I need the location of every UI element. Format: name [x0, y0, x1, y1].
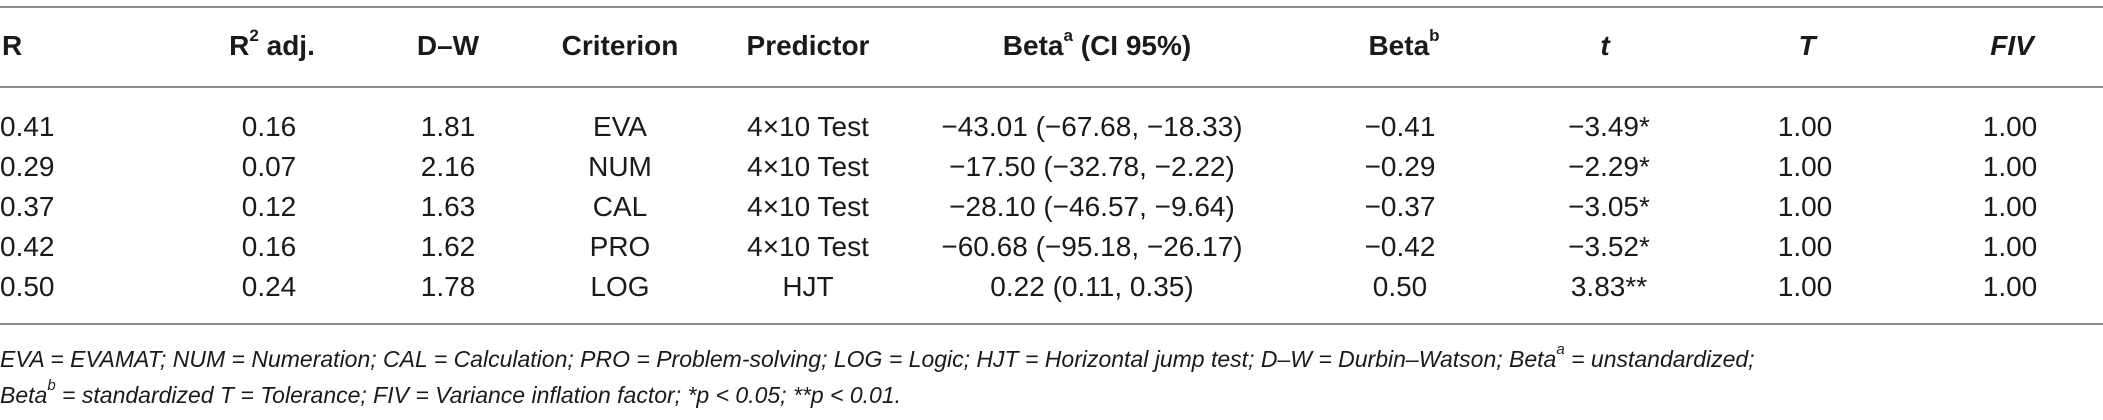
- cell-r: 0.37: [0, 191, 55, 222]
- header-r2-main: R: [229, 30, 250, 61]
- cell-beta-a: −43.01 (−67.68, −18.33): [941, 111, 1243, 142]
- cell-criterion: CAL: [592, 191, 648, 222]
- table-header-rule: [0, 86, 2103, 88]
- cell-t: 3.83**: [1570, 271, 1648, 302]
- cell-r: 0.42: [0, 231, 55, 262]
- cell-fiv: 1.00: [1982, 271, 2038, 302]
- cell-fiv: 1.00: [1982, 111, 2038, 142]
- header-beta-a-rest: (CI 95%): [1072, 30, 1192, 61]
- cell-beta-b: −0.41: [1364, 111, 1436, 142]
- table-bottom-rule: [0, 323, 2103, 325]
- cell-criterion: PRO: [589, 231, 651, 262]
- header-r2-adj: R2 adj.: [229, 26, 315, 66]
- cell-predictor: 4×10 Test: [747, 231, 869, 262]
- header-beta-b-sup: b: [1429, 26, 1440, 45]
- footnote-abbreviations: EVA = EVAMAT; NUM = Numeration; CAL = Ca…: [0, 346, 1557, 372]
- header-dw: D–W: [416, 30, 480, 61]
- header-fiv: FIV: [1990, 30, 2034, 61]
- cell-tolerance: 1.00: [1777, 151, 1833, 182]
- header-criterion: Criterion: [561, 30, 679, 61]
- cell-r: 0.29: [0, 151, 55, 182]
- header-r: R: [2, 30, 23, 61]
- cell-beta-a: −60.68 (−95.18, −26.17): [941, 231, 1243, 262]
- cell-fiv: 1.00: [1982, 151, 2038, 182]
- cell-tolerance: 1.00: [1777, 111, 1833, 142]
- cell-dw: 1.62: [420, 231, 476, 262]
- cell-beta-a: −17.50 (−32.78, −2.22): [949, 151, 1235, 182]
- cell-t: −3.52*: [1568, 231, 1650, 262]
- cell-fiv: 1.00: [1982, 231, 2038, 262]
- table-top-rule: [0, 6, 2103, 8]
- cell-criterion: NUM: [588, 151, 652, 182]
- footnote-beta: Beta: [0, 382, 48, 408]
- cell-beta-b: −0.37: [1364, 191, 1436, 222]
- cell-predictor: 4×10 Test: [747, 191, 869, 222]
- cell-dw: 1.63: [420, 191, 476, 222]
- cell-r2: 0.16: [241, 231, 297, 262]
- cell-predictor: 4×10 Test: [747, 111, 869, 142]
- table-footnote-line-2: Betab = standardized T = Tolerance; FIV …: [0, 377, 901, 413]
- cell-r2: 0.24: [241, 271, 297, 302]
- cell-predictor: 4×10 Test: [747, 151, 869, 182]
- cell-dw: 2.16: [420, 151, 476, 182]
- header-beta-b: Betab: [1368, 26, 1439, 66]
- cell-dw: 1.78: [420, 271, 476, 302]
- cell-criterion: LOG: [590, 271, 650, 302]
- header-beta-a: Betaa (CI 95%): [1003, 26, 1191, 66]
- table-footnote-line-1: EVA = EVAMAT; NUM = Numeration; CAL = Ca…: [0, 341, 1755, 377]
- cell-t: −2.29*: [1568, 151, 1650, 182]
- footnote-sup-b: b: [47, 377, 56, 394]
- cell-r2: 0.12: [241, 191, 297, 222]
- cell-t: −3.49*: [1568, 111, 1650, 142]
- header-beta-a-sup: a: [1063, 26, 1073, 45]
- cell-r: 0.50: [0, 271, 55, 302]
- cell-criterion: EVA: [593, 111, 647, 142]
- cell-dw: 1.81: [420, 111, 476, 142]
- footnote-standardized: = standardized T = Tolerance; FIV = Vari…: [55, 382, 902, 408]
- cell-beta-a: −28.10 (−46.57, −9.64): [949, 191, 1235, 222]
- cell-r2: 0.07: [241, 151, 297, 182]
- footnote-sup-a: a: [1556, 341, 1565, 358]
- cell-beta-b: 0.50: [1372, 271, 1428, 302]
- cell-predictor: HJT: [782, 271, 834, 302]
- cell-tolerance: 1.00: [1777, 271, 1833, 302]
- header-t-statistic: t: [1600, 30, 1610, 61]
- cell-tolerance: 1.00: [1777, 231, 1833, 262]
- cell-beta-a: 0.22 (0.11, 0.35): [990, 271, 1194, 302]
- cell-beta-b: −0.29: [1364, 151, 1436, 182]
- cell-tolerance: 1.00: [1777, 191, 1833, 222]
- header-r2-sup: 2: [249, 26, 259, 45]
- cell-fiv: 1.00: [1982, 191, 2038, 222]
- header-beta-a-main: Beta: [1002, 30, 1064, 61]
- footnote-unstandardized: = unstandardized;: [1564, 346, 1755, 372]
- header-r2-rest: adj.: [258, 30, 315, 61]
- cell-r: 0.41: [0, 111, 55, 142]
- header-predictor: Predictor: [746, 30, 870, 61]
- header-beta-b-main: Beta: [1368, 30, 1430, 61]
- cell-beta-b: −0.42: [1364, 231, 1436, 262]
- cell-r2: 0.16: [241, 111, 297, 142]
- cell-t: −3.05*: [1568, 191, 1650, 222]
- header-tolerance: T: [1798, 30, 1816, 61]
